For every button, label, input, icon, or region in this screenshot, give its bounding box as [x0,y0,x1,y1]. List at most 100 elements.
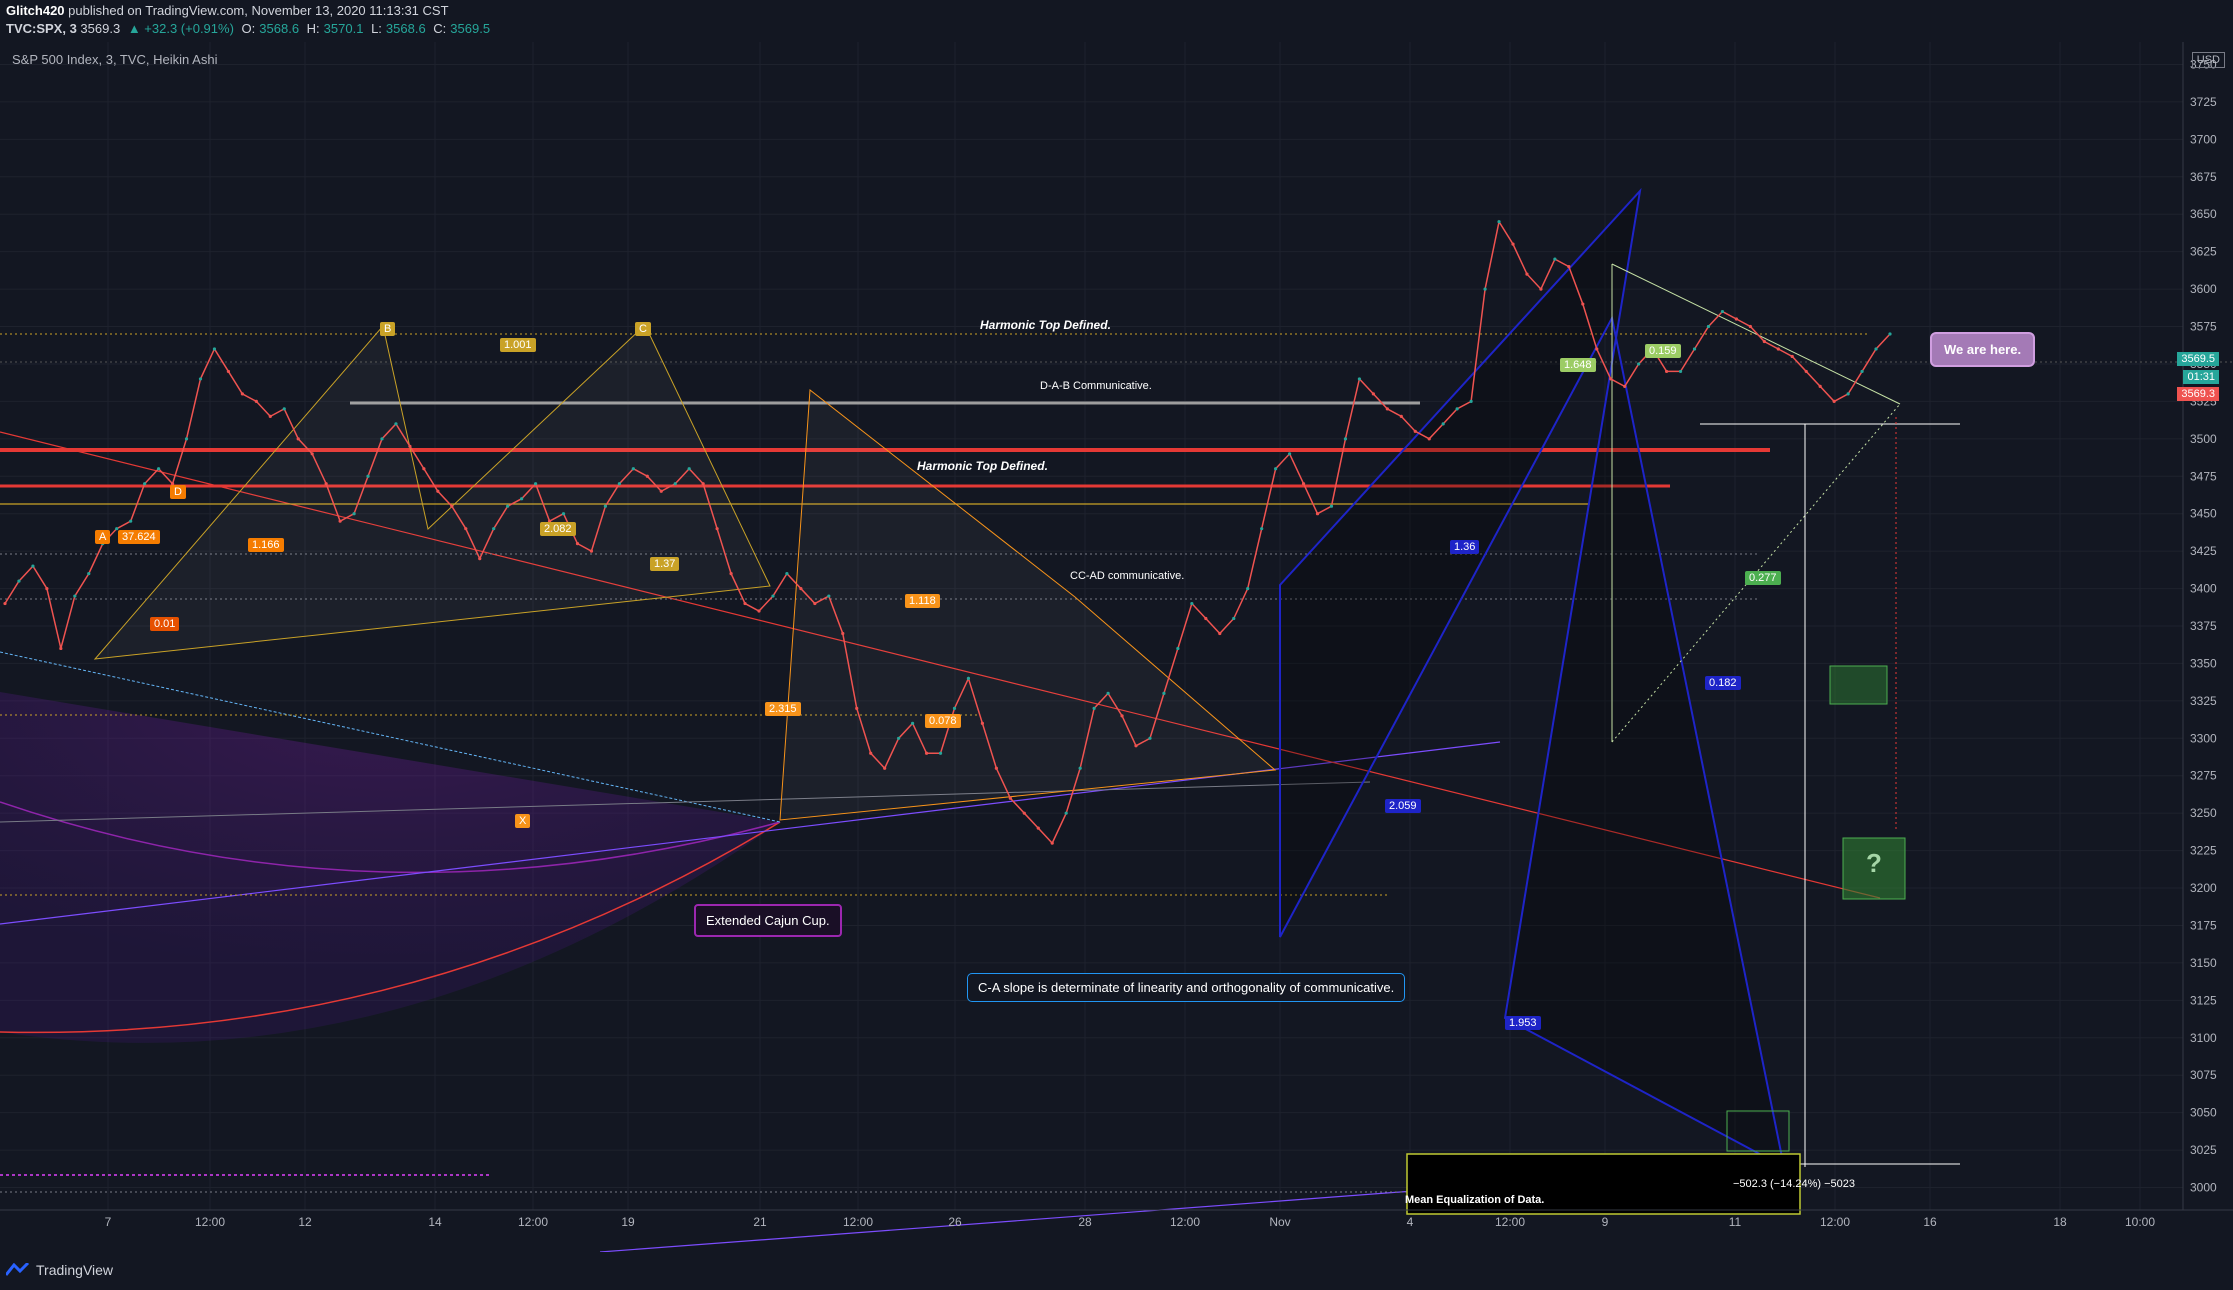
dab-note: D-A-B Communicative. [1040,380,1152,392]
price-point [1106,691,1110,695]
price-point [1762,339,1766,344]
price-point [1790,354,1794,359]
price-point [1846,392,1850,396]
price-point [1287,452,1292,456]
price-point [547,519,552,523]
y-tick-label: 3175 [2190,918,2217,932]
red-trend [0,431,1881,899]
price-point [1692,347,1697,351]
price-point [1427,437,1431,441]
currency-label[interactable]: USD [2191,52,2225,68]
pattern-orange-1 [779,389,1277,821]
price-point [799,586,803,591]
target-box-2 [1842,837,1906,900]
c-label: C: [433,21,447,36]
pattern-label: 0.01 [150,617,180,631]
price-point [1664,369,1669,374]
x-tick-label: 26 [948,1215,962,1229]
price-point [1678,369,1683,374]
price-point [1050,841,1054,845]
question-mark: ? [1866,848,1882,878]
symbol-line: TVC:SPX, 3 [6,21,77,36]
brand-name: TradingView [36,1262,114,1278]
price-point [1748,324,1752,329]
y-tick-label: 3125 [2190,993,2217,1007]
gray-trend [0,781,1371,823]
o-value: 3568.6 [259,21,300,36]
chart-title: S&P 500 Index, 3, TVC, Heikin Ashi [12,52,218,67]
y-tick-label: 3150 [2190,956,2217,970]
green-tri-3 [1611,403,1901,743]
author-name[interactable]: Glitch420 [6,3,65,18]
price-point [1818,384,1822,389]
price-point [1357,377,1362,381]
price-point [3,601,7,606]
price-point [1553,257,1557,261]
price-point [1064,811,1068,815]
price-point [1092,706,1096,710]
price-point [422,467,426,471]
price-point [1776,347,1780,351]
price-point [1623,384,1627,389]
price-series-points [3,220,1892,845]
price-point [533,482,538,486]
pattern-label: 0.078 [925,714,961,728]
price-point [143,482,147,486]
x-tick-label: 7 [105,1215,112,1229]
pattern-label: 1.166 [248,538,284,552]
price-point [1008,796,1012,800]
price-point [436,489,440,493]
h-value: 3570.1 [323,21,364,36]
price-point [603,504,608,508]
pattern-label: A [95,530,111,544]
price-point [1888,332,1892,336]
price-point [1371,392,1375,396]
price-point [478,557,482,561]
price-chart[interactable]: 3750372537003675365036253600357535503525… [0,42,2233,1252]
price-point [1232,616,1236,621]
y-tick-label: 3675 [2190,170,2217,184]
x-tick-label: 14 [428,1215,442,1229]
y-tick-label: 3350 [2190,656,2217,670]
y-tick-label: 3300 [2190,731,2217,745]
price-point [1832,399,1836,403]
price-point [1036,826,1040,830]
y-tick-label: 3225 [2190,844,2217,858]
price-point [757,609,761,613]
green-tri-1 [1611,263,1901,405]
pattern-label: 1.001 [500,338,536,352]
y-tick-label: 3075 [2190,1068,2217,1082]
y-tick-label: 3325 [2190,694,2217,708]
price-point [813,601,817,606]
chart-grid [0,42,2183,1210]
price-point [1022,811,1026,815]
price-point [380,437,384,441]
price-point [1860,369,1864,374]
tradingview-logo[interactable]: TradingView [6,1262,113,1278]
x-tick-label: 12:00 [1170,1215,1200,1229]
cajun-cup-arc [0,821,781,1034]
price-point [115,527,119,531]
pattern-label: 37.624 [118,530,160,544]
price-point [1483,287,1487,291]
price-point [1581,302,1585,306]
price-point [938,751,943,755]
price-point [1329,504,1334,508]
y-tick-label: 3575 [2190,320,2217,334]
price-point [1134,744,1138,748]
pattern-label: 1.648 [1560,358,1596,372]
publish-header: Glitch420 published on TradingView.com, … [0,0,2233,40]
x-tick-label: 28 [1078,1215,1092,1229]
price-point [17,579,21,583]
price-point [910,721,915,725]
y-tick-label: 3500 [2190,432,2217,446]
x-tick-label: 12:00 [195,1215,225,1229]
price-point [352,512,356,516]
cajun-cup-callout: Extended Cajun Cup. [694,904,842,937]
h-label: H: [306,21,320,36]
price-point [1274,467,1278,471]
y-tick-label: 3450 [2190,507,2217,521]
y-tick-label: 3475 [2190,469,2217,483]
y-tick-label: 3625 [2190,245,2217,259]
price-point [1511,242,1515,246]
